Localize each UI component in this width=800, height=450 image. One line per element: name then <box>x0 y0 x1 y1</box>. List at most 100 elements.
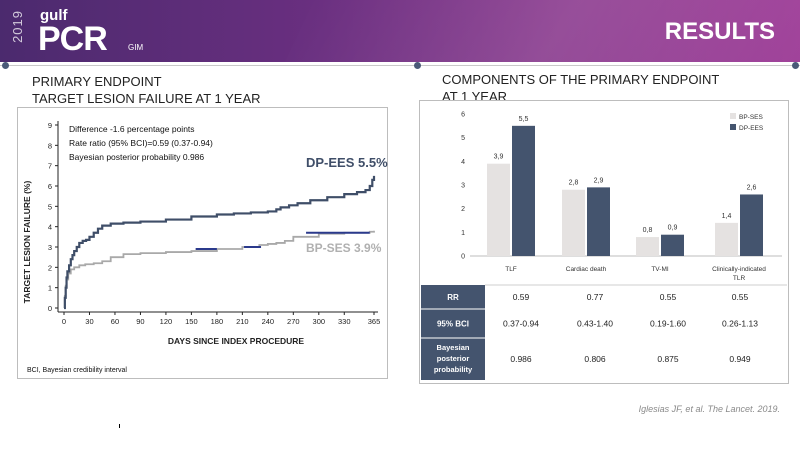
table-cell: 0.949 <box>729 354 751 364</box>
table-cell: 0.26-1.13 <box>722 319 758 329</box>
km-x-tick-label: 30 <box>85 317 93 326</box>
table-row-header <box>421 338 485 380</box>
km-x-tick-label: 330 <box>338 317 351 326</box>
km-y-axis-label: TARGET LESION FAILURE (%) <box>22 181 32 304</box>
km-y-tick-label: 9 <box>48 121 52 130</box>
logo-brand: gulf <box>40 7 68 24</box>
bar-category-label: Clinically-indicated <box>712 266 766 273</box>
km-x-tick-label: 180 <box>211 317 224 326</box>
page-title: RESULTS <box>664 18 775 45</box>
header-divider <box>0 62 800 69</box>
km-label-dp-ees: DP-EES 5.5% <box>306 155 388 170</box>
km-line-dp-ees <box>63 175 376 310</box>
km-x-tick-label: 90 <box>136 317 144 326</box>
km-y-tick-label: 0 <box>48 304 52 313</box>
bar-value-label: 5,5 <box>519 116 529 123</box>
right-title-line1: COMPONENTS OF THE PRIMARY ENDPOINT <box>442 72 720 87</box>
bar-y-tick-label: 4 <box>461 159 465 166</box>
km-stat-difference: Difference -1.6 percentage points <box>69 124 195 134</box>
km-x-tick-label: 365 <box>368 317 381 326</box>
table-row-label: probability <box>434 365 473 374</box>
km-x-tick-label: 300 <box>313 317 326 326</box>
table-cell: 0.43-1.40 <box>577 319 613 329</box>
bar-value-label: 0,9 <box>668 225 678 232</box>
km-lines <box>63 175 376 310</box>
bar-y-tick-label: 2 <box>461 206 465 213</box>
km-x-tick-label: 60 <box>111 317 119 326</box>
table-cell: 0.875 <box>657 354 679 364</box>
components-panel <box>419 100 789 384</box>
bar-bp-ses <box>487 163 510 256</box>
bar-y-tick-label: 6 <box>461 112 465 119</box>
legend-bp-ses: BP-SES <box>739 114 764 121</box>
bar-value-label: 3,9 <box>494 154 504 161</box>
left-title-line1: PRIMARY ENDPOINT <box>32 74 162 89</box>
left-panel-title: PRIMARY ENDPOINT TARGET LESION FAILURE A… <box>32 73 261 107</box>
bar-bp-ses <box>715 222 738 256</box>
km-x-tick-label: 0 <box>62 317 66 326</box>
km-x-tick-label: 150 <box>185 317 198 326</box>
km-y-tick-label: 3 <box>48 243 52 252</box>
table-cell: 0.55 <box>732 292 749 302</box>
bar-dp-ees <box>740 194 763 256</box>
bar-value-label: 2,8 <box>569 180 579 187</box>
bar-y-tick-label: 1 <box>461 230 465 237</box>
bar-dp-ees <box>512 125 535 256</box>
gulf-pcr-logo: 2019 gulf PCR GIM <box>10 6 170 58</box>
legend-swatch-dp-ees <box>730 124 736 130</box>
bar-category-label: TLR <box>733 275 746 282</box>
legend-dp-ees: DP-EES <box>739 125 764 132</box>
km-y-tick-label: 8 <box>48 141 52 150</box>
km-y-tick-label: 6 <box>48 182 52 191</box>
km-y-tick-label: 4 <box>48 223 52 232</box>
table-row-label: Bayesian <box>437 343 470 352</box>
divider-dot-middle <box>414 62 421 69</box>
bar-value-label: 2,9 <box>594 177 604 184</box>
table-cell: 0.59 <box>513 292 530 302</box>
bar-dp-ees <box>661 234 684 256</box>
km-stat-posterior: Bayesian posterior probability 0.986 <box>69 152 204 162</box>
km-line-bp-ses <box>63 230 375 309</box>
bar-dp-ees <box>587 187 610 256</box>
bar-value-label: 0,8 <box>643 227 653 234</box>
logo-suffix: GIM <box>128 43 144 52</box>
divider-dot-left <box>2 62 9 69</box>
bar-bp-ses <box>636 237 659 256</box>
results-table: RR 0.59 0.77 0.55 0.55 95% BCI 0.37-0.94 0.43-1… <box>421 284 787 380</box>
km-label-bp-ses: BP-SES 3.9% <box>306 241 382 255</box>
left-title-line2: TARGET LESION FAILURE AT 1 YEAR <box>32 91 261 106</box>
km-y-tick-label: 1 <box>48 284 52 293</box>
km-x-tick-label: 120 <box>160 317 173 326</box>
table-row-header <box>421 309 485 338</box>
header-banner: 2019 gulf PCR GIM RESULTS <box>0 0 800 62</box>
km-footnote: BCI, Bayesian credibility interval <box>27 367 127 374</box>
table-cell: 0.806 <box>584 354 606 364</box>
km-stat-rate-ratio: Rate ratio (95% BCI)=0.59 (0.37-0.94) <box>69 138 213 148</box>
bar-y-tick-label: 5 <box>461 135 465 142</box>
citation: Iglesias JF, et al. The Lancet. 2019. <box>638 404 780 414</box>
table-cell: 0.77 <box>587 292 604 302</box>
table-cell: 0.37-0.94 <box>503 319 539 329</box>
logo-pcr: PCR <box>38 20 108 58</box>
legend-swatch-bp-ses <box>730 113 736 119</box>
table-cell: 0.55 <box>660 292 677 302</box>
bar-category-label: TV-MI <box>651 266 669 273</box>
divider-dot-right <box>792 62 799 69</box>
table-cell: 0.19-1.60 <box>650 319 686 329</box>
table-cell: 0.986 <box>510 354 532 364</box>
km-x-axis-label: DAYS SINCE INDEX PROCEDURE <box>168 336 305 346</box>
km-x-tick-label: 210 <box>236 317 249 326</box>
table-row-label: RR <box>447 293 459 302</box>
km-y-tick-label: 7 <box>48 162 52 171</box>
bar-value-label: 1,4 <box>722 213 732 220</box>
km-chart-panel <box>17 107 388 379</box>
tick-mark <box>119 424 120 428</box>
bar-category-label: TLF <box>505 266 517 273</box>
bar-category-label: Cardiac death <box>566 266 607 273</box>
table-row-label: 95% BCI <box>437 320 469 329</box>
bar-value-label: 2,6 <box>747 184 757 191</box>
bar-marks: 3,9 5,5 TLF 2,8 2,9 Cardiac death 0,8 0,9 TV-MI 1… <box>487 116 766 282</box>
